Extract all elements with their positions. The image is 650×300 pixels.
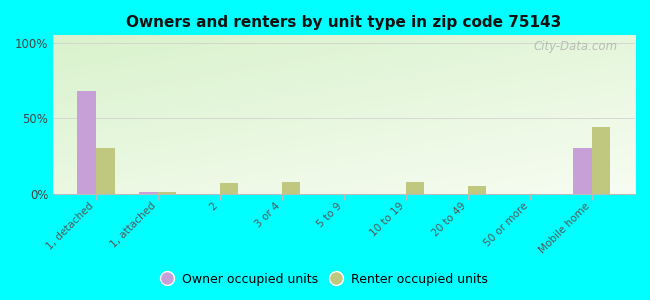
Legend: Owner occupied units, Renter occupied units: Owner occupied units, Renter occupied un…	[157, 268, 493, 291]
Title: Owners and renters by unit type in zip code 75143: Owners and renters by unit type in zip c…	[126, 15, 562, 30]
Bar	[96, 148, 114, 194]
Bar	[573, 148, 592, 194]
Bar	[592, 127, 610, 194]
Bar	[77, 91, 96, 194]
Bar	[406, 182, 424, 194]
Bar	[468, 186, 486, 194]
Bar	[282, 182, 300, 194]
Bar	[220, 183, 239, 194]
Bar	[139, 192, 158, 194]
Bar	[158, 192, 176, 194]
Text: City-Data.com: City-Data.com	[534, 40, 618, 53]
